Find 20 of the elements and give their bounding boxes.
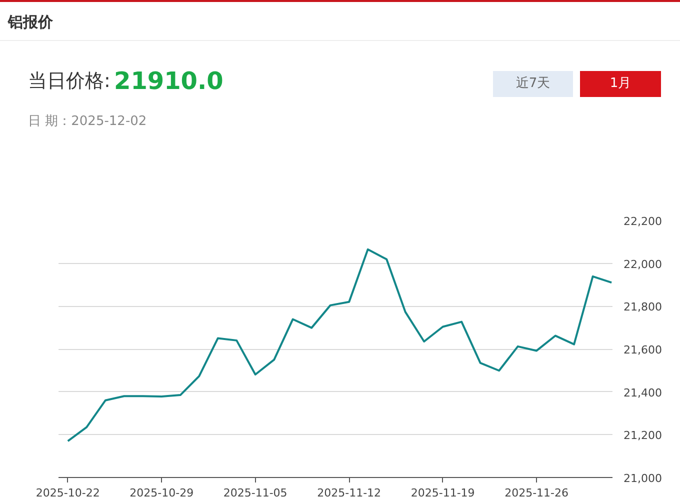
chart-title: 铝报价 bbox=[8, 12, 53, 33]
text: 当日价格: bbox=[28, 69, 110, 94]
y-tick-label: 22,200 bbox=[624, 215, 662, 228]
x-tick-label: 2025-11-12 bbox=[317, 486, 382, 499]
x-tick-label: 2025-11-19 bbox=[410, 486, 475, 499]
y-tick-label: 21,000 bbox=[624, 472, 662, 485]
y-tick-label: 21,400 bbox=[624, 386, 662, 400]
text: 近7天 bbox=[493, 71, 573, 97]
x-tick-label: 2025-11-26 bbox=[504, 486, 569, 499]
x-tick-label: 2025-10-22 bbox=[36, 486, 100, 499]
text: 21910.0 bbox=[114, 66, 224, 97]
text: 1月 bbox=[580, 71, 661, 97]
text: 日 期：2025-12-02 bbox=[28, 113, 147, 131]
x-tick-label: 2025-10-29 bbox=[130, 486, 194, 499]
y-tick-label: 21,200 bbox=[624, 429, 662, 442]
x-tick-label: 2025-11-05 bbox=[223, 486, 288, 499]
line-series bbox=[66, 248, 612, 442]
y-tick-label: 22,000 bbox=[624, 258, 662, 271]
y-tick-label: 21,600 bbox=[624, 344, 662, 356]
y-tick-label: 21,800 bbox=[624, 300, 662, 314]
